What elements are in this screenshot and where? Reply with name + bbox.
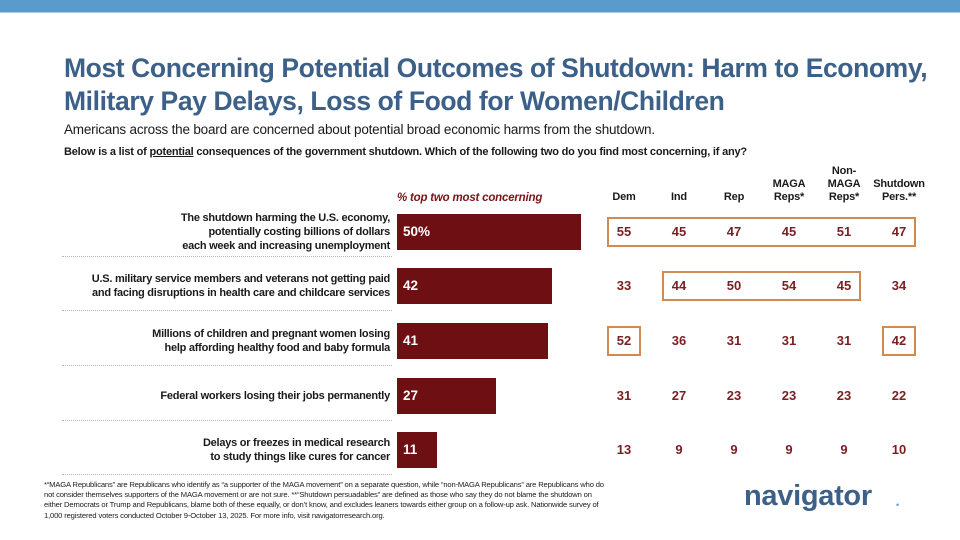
table-cell: 33 (616, 278, 632, 293)
category-label: U.S. military service members and vetera… (91, 273, 391, 299)
table-cell: 55 (616, 224, 632, 239)
table-cell: 9 (840, 442, 848, 457)
table-cell: 23 (726, 388, 742, 403)
footnote: *“MAGA Republicans” are Republicans who … (44, 480, 604, 520)
top-accent-bar (0, 0, 960, 13)
category-label: The shutdown harming the U.S. economy, po… (180, 212, 390, 252)
bar (397, 378, 497, 414)
table-cell: 31 (726, 333, 742, 348)
category-label: Delays or freezes in medical research to … (202, 437, 390, 463)
column-header: Ind (671, 191, 687, 203)
logo-star-icon: • (896, 500, 900, 510)
table-cell: 45 (671, 224, 687, 239)
table-cell: 47 (726, 224, 742, 239)
row-divider (62, 420, 392, 421)
row-divider (62, 256, 392, 257)
column-header: Rep (723, 191, 745, 203)
table-cell: 45 (781, 224, 797, 239)
category-label: Federal workers losing their jobs perman… (160, 390, 390, 402)
page-title: Most Concerning Potential Outcomes of Sh… (64, 53, 928, 116)
bar (397, 214, 581, 250)
bar-value-label: 11 (403, 442, 418, 457)
bar-value-label: 27 (403, 388, 419, 403)
column-header: Non- MAGA Reps* (827, 165, 861, 203)
page-subtitle: Americans across the board are concerned… (64, 122, 655, 137)
table-cell: 9 (730, 442, 738, 457)
survey-question: Below is a list of potential consequence… (64, 146, 747, 158)
table-cell: 51 (836, 224, 852, 239)
bar-value-label: 41 (403, 333, 419, 348)
table-cell: 50 (726, 278, 742, 293)
table-cell: 10 (891, 442, 907, 457)
table-cell: 9 (675, 442, 683, 457)
table-cell: 47 (891, 224, 907, 239)
column-header: Dem (612, 191, 636, 203)
bar-value-label: 50% (403, 224, 431, 239)
table-cell: 36 (671, 333, 687, 348)
highlight-box (607, 326, 641, 356)
row-divider (62, 310, 392, 311)
bar (397, 268, 552, 304)
bar-value-label: 42 (403, 278, 419, 293)
table-cell: 9 (785, 442, 793, 457)
table-cell: 23 (836, 388, 852, 403)
highlight-box (882, 326, 916, 356)
category-label: Millions of children and pregnant women … (152, 328, 390, 354)
table-cell: 22 (891, 388, 907, 403)
table-cell: 34 (891, 278, 907, 293)
table-cell: 31 (781, 333, 797, 348)
table-cell: 13 (616, 442, 632, 457)
column-header: MAGA Reps* (772, 178, 806, 203)
question-text-pre: Below is a list of (64, 146, 150, 158)
highlight-box (607, 217, 916, 247)
table-cell: 44 (671, 278, 687, 293)
bar (397, 323, 548, 359)
question-text-underlined: potential (149, 146, 194, 158)
bar (397, 432, 438, 468)
column-header: Shutdown Pers.** (873, 178, 925, 203)
bar-chart-header: % top two most concerning (397, 192, 543, 204)
row-divider (62, 365, 392, 366)
highlight-box (662, 271, 861, 301)
row-divider (62, 474, 392, 475)
question-text-post: consequences of the government shutdown.… (193, 146, 747, 158)
table-cell: 45 (836, 278, 852, 293)
navigator-logo: navigator (744, 480, 872, 512)
table-cell: 31 (616, 388, 632, 403)
table-cell: 31 (836, 333, 852, 348)
table-cell: 54 (781, 278, 797, 293)
table-cell: 42 (891, 333, 907, 348)
table-cell: 27 (671, 388, 687, 403)
table-cell: 23 (781, 388, 797, 403)
table-cell: 52 (616, 333, 632, 348)
